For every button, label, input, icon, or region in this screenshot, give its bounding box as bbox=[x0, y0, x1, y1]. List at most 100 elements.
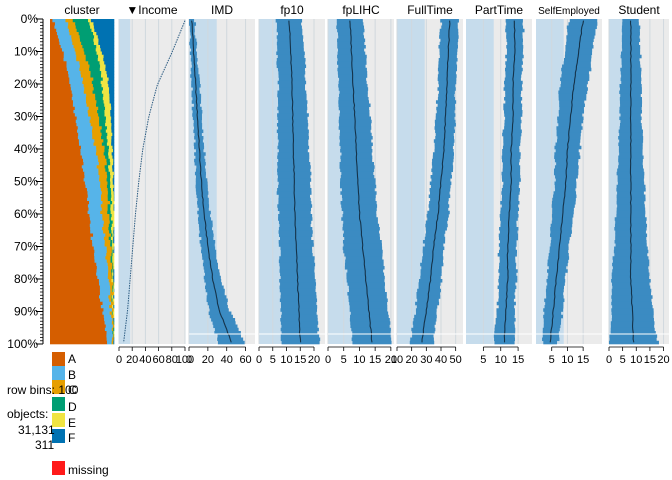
cluster-bin-f bbox=[111, 106, 115, 111]
value-bin-student bbox=[609, 340, 659, 345]
cluster-bin-f bbox=[93, 25, 115, 30]
cluster-bin-c bbox=[73, 45, 83, 49]
cluster-bin-c bbox=[79, 61, 89, 65]
cluster-bin-f bbox=[113, 175, 115, 179]
cluster-bin-d bbox=[82, 45, 97, 49]
cluster-bin-c bbox=[112, 324, 115, 329]
cluster-bin-d bbox=[112, 262, 114, 267]
cluster-bin-e bbox=[110, 162, 114, 166]
cluster-bin-a bbox=[50, 139, 80, 143]
cluster-bin-e bbox=[110, 181, 114, 186]
cluster-bin-f bbox=[107, 74, 115, 78]
cluster-bin-d bbox=[84, 51, 97, 56]
cluster-bin-c bbox=[105, 256, 111, 260]
x-axis-tick-label: 40 bbox=[139, 354, 151, 366]
cluster-bin-f bbox=[113, 272, 115, 277]
cluster-bin-e bbox=[96, 45, 101, 49]
cluster-bin-e bbox=[99, 61, 105, 65]
cluster-bin-a bbox=[50, 97, 73, 101]
cluster-bin-c bbox=[84, 87, 94, 91]
cluster-bin-e bbox=[110, 197, 115, 202]
cluster-bin-c bbox=[100, 188, 108, 192]
cluster-bin-a bbox=[50, 262, 97, 267]
cluster-bin-a bbox=[50, 54, 65, 59]
cluster-bin-b bbox=[80, 145, 97, 150]
cluster-bin-c bbox=[101, 194, 108, 199]
cluster-bin-a bbox=[50, 230, 91, 234]
cluster-bin-b bbox=[72, 100, 87, 104]
cluster-bin-f bbox=[110, 119, 115, 124]
cluster-bin-d bbox=[110, 201, 113, 205]
x-axis-tick-label: 20 bbox=[308, 354, 320, 366]
cluster-bin-b bbox=[102, 311, 110, 316]
cluster-bin-c bbox=[68, 28, 77, 33]
cluster-bin-c bbox=[69, 32, 79, 36]
cluster-bin-f bbox=[94, 28, 115, 33]
cluster-bin-f bbox=[113, 204, 115, 208]
cluster-bin-c bbox=[112, 318, 114, 322]
cluster-bin-b bbox=[60, 45, 74, 49]
cluster-bin-f bbox=[112, 145, 115, 150]
column-fulltime: FullTime 10 20 30 40 50 bbox=[391, 3, 463, 366]
cluster-bin-e bbox=[110, 236, 114, 241]
cluster-bin-b bbox=[105, 324, 114, 329]
cluster-bin-c bbox=[74, 48, 84, 52]
cluster-bin-f bbox=[110, 103, 115, 108]
cluster-bin-f bbox=[108, 90, 115, 95]
cluster-bin-d bbox=[110, 259, 113, 264]
x-axis-tick-label: 15 bbox=[577, 354, 589, 366]
column-fplihc: fpLIHC 0 5 10 15 20 bbox=[325, 3, 397, 366]
row-axis-tick-label: 50% bbox=[14, 175, 38, 189]
cluster-bin-a bbox=[50, 110, 74, 114]
cluster-bin-b bbox=[93, 233, 106, 238]
cluster-bin-b bbox=[69, 80, 83, 85]
cluster-bin-b bbox=[82, 168, 99, 173]
cluster-bin-b bbox=[90, 236, 105, 241]
cluster-bin-c bbox=[99, 178, 107, 182]
cluster-bin-d bbox=[106, 162, 111, 166]
cluster-bin-e bbox=[100, 80, 108, 85]
cluster-bin-b bbox=[88, 207, 103, 212]
cluster-bin-a bbox=[50, 168, 84, 173]
cluster-bin-f bbox=[108, 84, 115, 88]
cluster-bin-d bbox=[91, 80, 101, 85]
cluster-bin-f bbox=[113, 249, 115, 254]
cluster-bin-e bbox=[111, 194, 115, 199]
cluster-bin-b bbox=[84, 175, 100, 179]
cluster-bin-f bbox=[112, 165, 115, 169]
cluster-bin-c bbox=[110, 301, 114, 306]
x-axis-tick-label: 40 bbox=[221, 354, 233, 366]
row-axis-tick-label: 10% bbox=[14, 45, 38, 59]
cluster-bin-f bbox=[113, 240, 115, 244]
x-axis-tick-label: 60 bbox=[152, 354, 164, 366]
cluster-bin-c bbox=[100, 210, 108, 215]
cluster-bin-a bbox=[50, 298, 101, 303]
cluster-bin-c bbox=[102, 214, 110, 218]
cluster-bin-b bbox=[74, 113, 89, 117]
cluster-bin-c bbox=[90, 116, 100, 121]
cluster-bin-c bbox=[107, 275, 113, 280]
cluster-bin-b bbox=[94, 249, 108, 254]
cluster-bin-f bbox=[111, 116, 115, 121]
cluster-bin-d bbox=[79, 38, 94, 43]
cluster-bin-a bbox=[50, 201, 90, 205]
cluster-bin-c bbox=[111, 314, 114, 319]
cluster-bin-a bbox=[50, 106, 76, 111]
cluster-bin-c bbox=[106, 259, 111, 264]
cluster-bin-c bbox=[93, 142, 103, 147]
cluster-bin-b bbox=[106, 334, 114, 338]
cluster-bin-e bbox=[90, 25, 95, 30]
cluster-bin-e bbox=[112, 256, 115, 260]
cluster-bin-a bbox=[50, 197, 88, 202]
cluster-bin-d bbox=[81, 41, 95, 46]
x-axis-tick-label: 30 bbox=[420, 354, 432, 366]
cluster-bin-e bbox=[110, 184, 115, 189]
cluster-bin-c bbox=[102, 201, 111, 205]
column-title-imd: IMD bbox=[211, 3, 233, 17]
cluster-bin-d bbox=[95, 93, 104, 98]
cluster-bin-b bbox=[71, 97, 87, 101]
cluster-bin-a bbox=[50, 188, 88, 192]
cluster-bin-e bbox=[111, 214, 115, 218]
cluster-bin-a bbox=[50, 272, 97, 277]
cluster-bin-c bbox=[109, 305, 113, 309]
